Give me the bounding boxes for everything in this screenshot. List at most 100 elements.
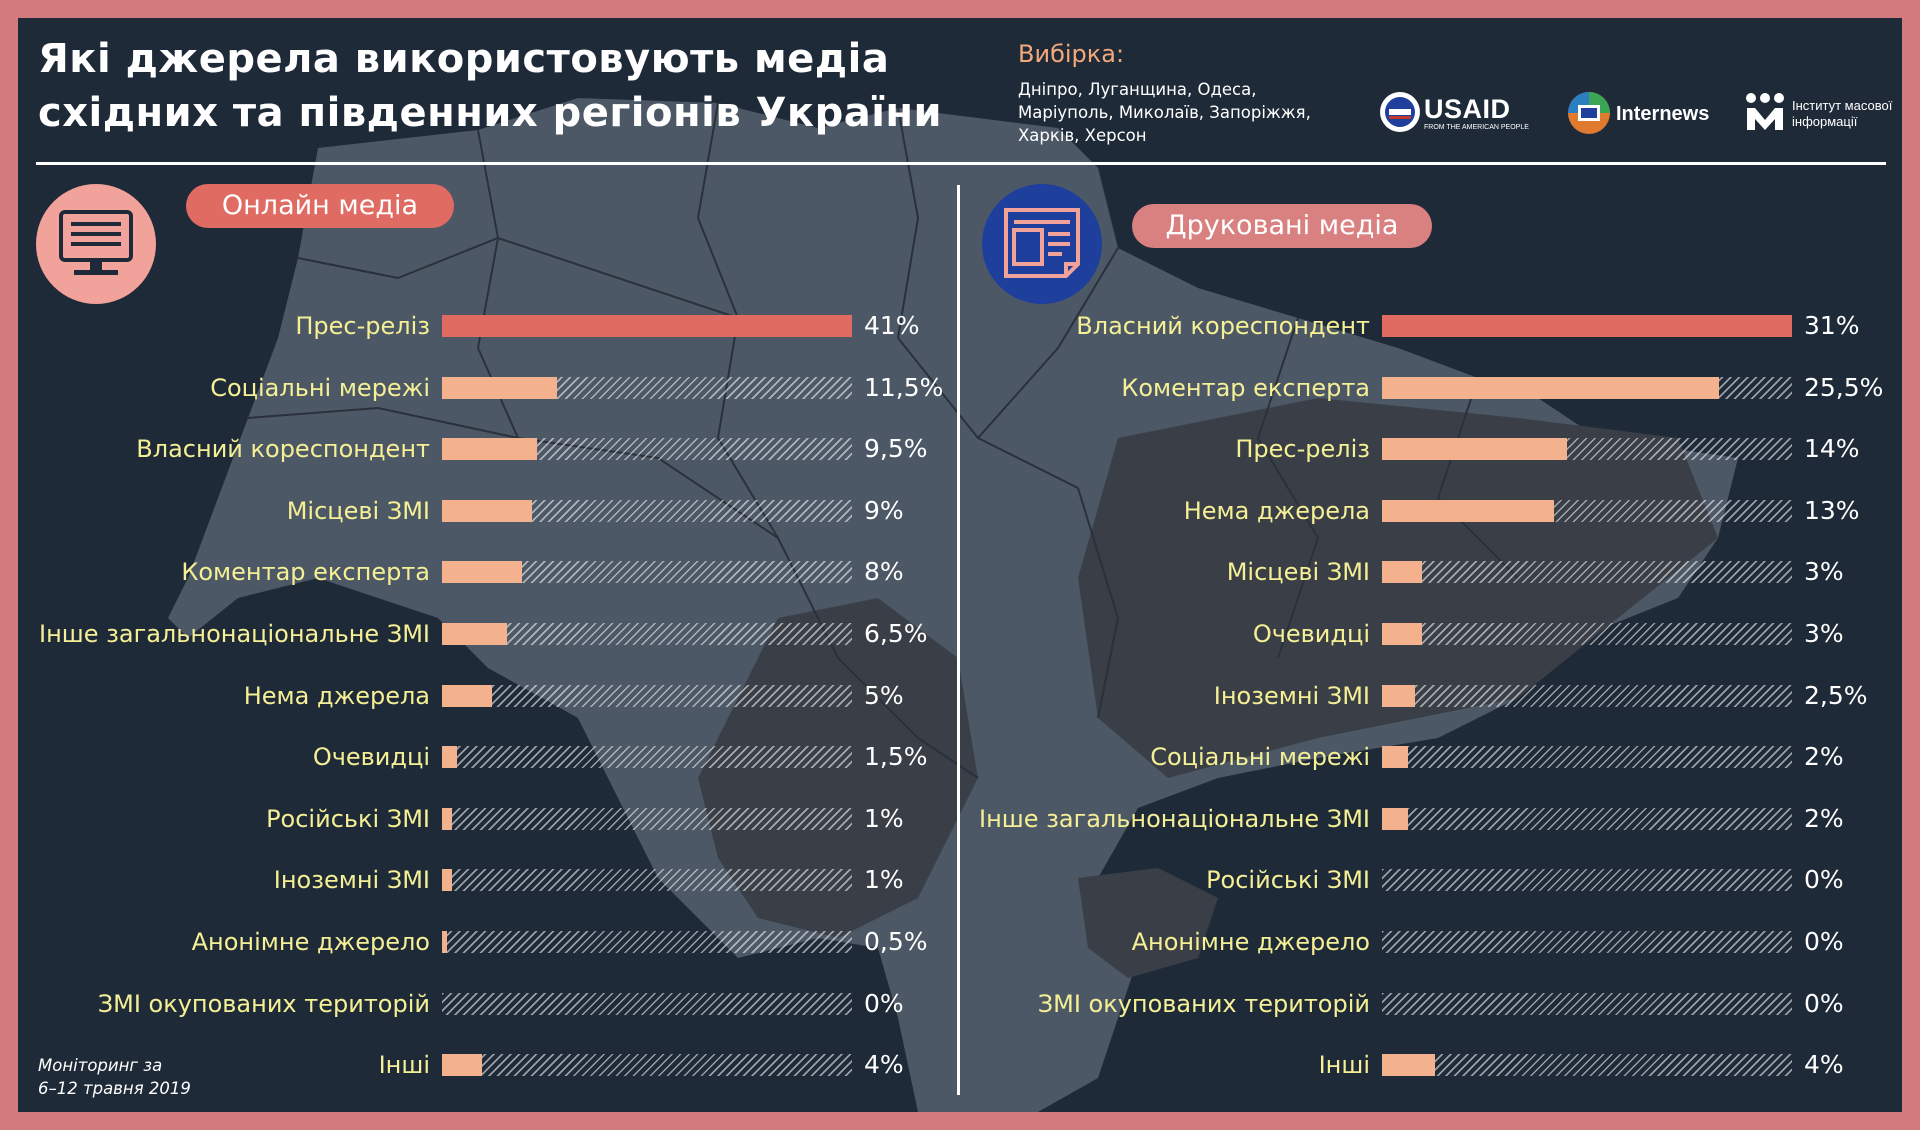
bar bbox=[442, 499, 532, 522]
usaid-logo-text: USAID bbox=[1424, 94, 1511, 124]
category-label: Іноземні ЗМІ bbox=[273, 866, 430, 895]
bar-track bbox=[1382, 623, 1792, 645]
bar bbox=[1382, 684, 1416, 707]
value-label: 2% bbox=[1804, 803, 1844, 833]
category-label: Російські ЗМІ bbox=[266, 804, 430, 833]
bar-track bbox=[1382, 807, 1792, 830]
bar-track bbox=[442, 931, 852, 953]
value-label: 1% bbox=[864, 803, 904, 833]
column-divider bbox=[957, 185, 960, 1095]
value-label: 9,5% bbox=[864, 434, 928, 464]
newspaper-icon bbox=[982, 184, 1102, 304]
bar bbox=[442, 561, 522, 584]
value-label: 3% bbox=[1804, 619, 1844, 648]
bar bbox=[1382, 376, 1720, 399]
sample-line-2: Маріуполь, Миколаїв, Запоріжжя, bbox=[1018, 103, 1311, 122]
bar bbox=[1382, 807, 1409, 830]
value-label: 4% bbox=[864, 1050, 904, 1080]
imi-logo-icon bbox=[1746, 93, 1784, 130]
monitor-icon bbox=[36, 184, 156, 304]
bar-track bbox=[442, 1054, 852, 1077]
category-label: Іноземні ЗМІ bbox=[1213, 681, 1370, 710]
value-label: 14% bbox=[1804, 434, 1860, 464]
sample-label: Вибірка: bbox=[1018, 40, 1125, 68]
bar bbox=[1382, 623, 1422, 645]
category-label: Інші bbox=[1318, 1051, 1370, 1080]
bar bbox=[1382, 746, 1409, 769]
value-label: 2,5% bbox=[1804, 680, 1868, 710]
value-label: 1% bbox=[864, 865, 904, 895]
value-label: 0% bbox=[864, 988, 904, 1018]
sample-line-1: Дніпро, Луганщина, Одеса, bbox=[1018, 80, 1257, 99]
internews-logo-icon bbox=[1568, 92, 1610, 134]
category-label: Соціальні мережі bbox=[1150, 743, 1370, 772]
map-region-crimea bbox=[1078, 868, 1218, 978]
title-line-2: східних та південних регіонів України bbox=[38, 90, 943, 136]
header-rule bbox=[36, 162, 1886, 165]
bar-track bbox=[1382, 746, 1792, 769]
category-label: Нема джерела bbox=[243, 681, 430, 710]
value-label: 41% bbox=[864, 311, 920, 340]
value-label: 0% bbox=[1804, 927, 1844, 956]
category-label: ЗМІ окупованих територій bbox=[1037, 989, 1370, 1018]
title-line-1: Які джерела використовують медіа bbox=[38, 36, 890, 82]
value-label: 6,5% bbox=[864, 619, 928, 648]
bar-track bbox=[442, 869, 852, 892]
value-label: 2% bbox=[1804, 742, 1844, 772]
bar bbox=[442, 438, 537, 461]
imi-logo-line-1: Інститут масової bbox=[1792, 98, 1893, 113]
sample-text: Дніпро, Луганщина, Одеса, Маріуполь, Мик… bbox=[1018, 78, 1358, 147]
internews-logo-text: Internews bbox=[1616, 103, 1710, 125]
value-label: 0% bbox=[1804, 988, 1844, 1018]
category-label: Коментар експерта bbox=[181, 558, 430, 587]
bar-track bbox=[442, 438, 852, 461]
map-shape bbox=[168, 98, 1738, 1112]
bar bbox=[442, 746, 457, 769]
category-label: Місцеві ЗМІ bbox=[1226, 558, 1370, 587]
footnote-line-2: 6–12 травня 2019 bbox=[38, 1079, 191, 1098]
usaid-seal-icon bbox=[1380, 92, 1420, 132]
bar-track bbox=[1382, 931, 1792, 953]
category-label: Прес-реліз bbox=[295, 312, 430, 340]
bar-track bbox=[1382, 992, 1792, 1015]
bar bbox=[1382, 1054, 1435, 1077]
bar bbox=[442, 931, 447, 953]
bar-track bbox=[1382, 684, 1792, 707]
bar bbox=[1382, 315, 1792, 337]
category-label: Інше загальнонаціональне ЗМІ bbox=[39, 620, 430, 648]
bar bbox=[442, 376, 557, 399]
value-label: 31% bbox=[1804, 311, 1860, 340]
bar bbox=[442, 623, 507, 645]
category-label: Коментар експерта bbox=[1121, 373, 1370, 402]
category-label: Соціальні мережі bbox=[210, 373, 430, 402]
map-region-east bbox=[1078, 398, 1718, 778]
value-label: 4% bbox=[1804, 1050, 1844, 1080]
bar-track bbox=[1382, 869, 1792, 892]
usaid-logo-subtext: FROM THE AMERICAN PEOPLE bbox=[1424, 124, 1529, 131]
value-label: 13% bbox=[1804, 495, 1860, 525]
print-media-title: Друковані медіа bbox=[1132, 204, 1432, 248]
infographic: Які джерела використовують медіа східних… bbox=[18, 18, 1902, 1112]
bar-track bbox=[1382, 1054, 1792, 1077]
online-media-title: Онлайн медіа bbox=[186, 184, 454, 228]
category-label: ЗМІ окупованих територій bbox=[97, 989, 430, 1018]
value-label: 11,5% bbox=[864, 372, 944, 402]
page-title: Які джерела використовують медіа східних… bbox=[38, 32, 998, 140]
category-label: Інше загальнонаціональне ЗМІ bbox=[979, 804, 1370, 833]
value-label: 3% bbox=[1804, 557, 1844, 587]
bar-track bbox=[442, 623, 852, 645]
category-label: Російські ЗМІ bbox=[1206, 866, 1370, 895]
bar-track bbox=[442, 684, 852, 707]
category-label: Власний кореспондент bbox=[1076, 312, 1370, 340]
bar-track bbox=[442, 561, 852, 584]
bar bbox=[442, 1054, 482, 1077]
bar bbox=[1382, 438, 1568, 461]
footnote-line-1: Моніторинг за bbox=[38, 1056, 163, 1075]
category-label: Власний кореспондент bbox=[136, 435, 430, 464]
imi-logo-line-2: інформації bbox=[1792, 114, 1858, 129]
map-borders bbox=[247, 102, 1519, 779]
bar-track bbox=[442, 992, 852, 1015]
bar bbox=[442, 684, 492, 707]
value-label: 0,5% bbox=[864, 927, 928, 956]
category-label: Прес-реліз bbox=[1235, 435, 1370, 464]
